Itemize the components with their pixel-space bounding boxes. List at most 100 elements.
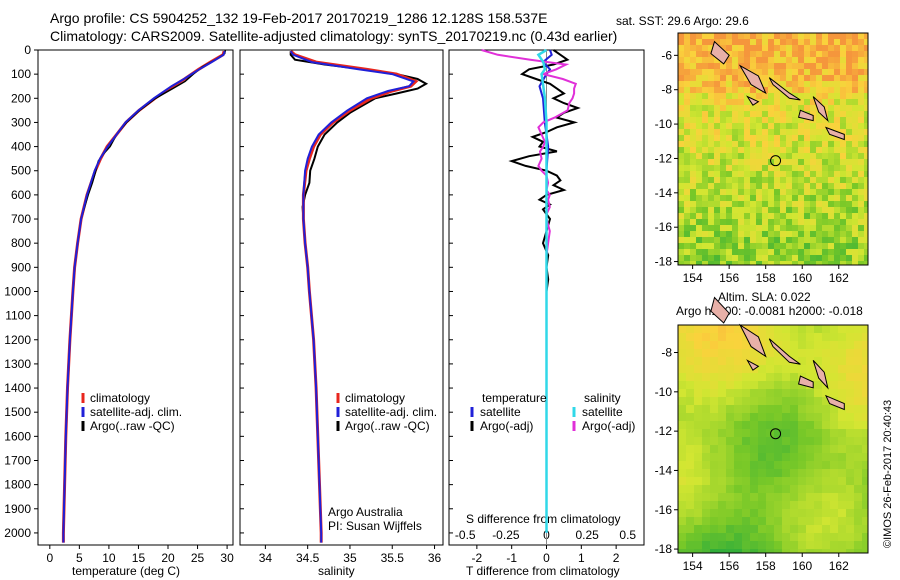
- sla-map-cell: [694, 341, 702, 349]
- sla-map-cell: [806, 333, 814, 341]
- sla-map-cell: [734, 381, 742, 389]
- sst-map-cell: [738, 261, 744, 265]
- sla-map-cell: [790, 485, 798, 493]
- sla-map-cell: [726, 485, 734, 493]
- sst-map-cell: [846, 195, 852, 201]
- sst-map-cell: [834, 171, 840, 177]
- sst-map-cell: [834, 33, 840, 39]
- sst-map-cell: [846, 69, 852, 75]
- sst-map-cell: [774, 87, 780, 93]
- sst-map-cell: [684, 135, 690, 141]
- sst-map-cell: [756, 213, 762, 219]
- sla-map-cell: [814, 533, 822, 541]
- sst-map-cell: [744, 177, 750, 183]
- sst-map-cell: [720, 201, 726, 207]
- salinity-legend-label: climatology: [345, 391, 405, 405]
- sst-map-cell: [774, 75, 780, 81]
- sst-map-cell: [714, 69, 720, 75]
- sla-map-cell: [830, 469, 838, 477]
- sst-lat-tick-label: -10: [655, 117, 673, 131]
- sla-map-cell: [814, 461, 822, 469]
- sst-map-cell: [828, 201, 834, 207]
- sla-map-cell: [798, 397, 806, 405]
- depth-tick-label: 1600: [4, 429, 31, 443]
- argo-annotation-1: Argo Australia: [328, 505, 403, 519]
- sst-map-cell: [822, 141, 828, 147]
- sst-map-cell: [792, 231, 798, 237]
- sst-map-cell: [702, 231, 708, 237]
- sst-map-cell: [792, 189, 798, 195]
- sla-map-cell: [838, 389, 846, 397]
- sst-map-cell: [858, 261, 864, 265]
- sst-map-cell: [678, 249, 684, 255]
- sst-map: [678, 33, 868, 265]
- sla-map-cell: [678, 373, 686, 381]
- sla-map-cell: [694, 549, 702, 553]
- sst-map-cell: [768, 75, 774, 81]
- sst-map-cell: [708, 129, 714, 135]
- temperature-climatology-line: [61, 50, 226, 543]
- sst-map-cell: [780, 117, 786, 123]
- sst-map-cell: [696, 81, 702, 87]
- sst-map-cell: [774, 255, 780, 261]
- sla-map-cell: [702, 453, 710, 461]
- sla-map-cell: [710, 357, 718, 365]
- sla-map-cell: [798, 365, 806, 373]
- sst-map-cell: [720, 63, 726, 69]
- sla-map-cell: [846, 381, 854, 389]
- sst-map-cell: [858, 129, 864, 135]
- sst-map-cell: [786, 147, 792, 153]
- sst-map-cell: [678, 75, 684, 81]
- sst-map-cell: [714, 129, 720, 135]
- sst-map-cell: [720, 183, 726, 189]
- sla-map-cell: [822, 445, 830, 453]
- sla-map-cell: [766, 421, 774, 429]
- sst-map-cell: [762, 69, 768, 75]
- sst-map-cell: [678, 147, 684, 153]
- sst-map-cell: [714, 171, 720, 177]
- sst-map-cell: [858, 105, 864, 111]
- sst-map-cell: [702, 249, 708, 255]
- sla-map-cell: [742, 501, 750, 509]
- sst-map-cell: [774, 213, 780, 219]
- sst-map-cell: [738, 99, 744, 105]
- sst-map-cell: [684, 57, 690, 63]
- sla-map-cell: [822, 517, 830, 525]
- sla-map-cell: [702, 373, 710, 381]
- sla-map-cell: [678, 381, 686, 389]
- sla-map-cell: [774, 493, 782, 501]
- sla-map-cell: [766, 493, 774, 501]
- sla-map-cell: [718, 325, 726, 333]
- sla-map-cell: [726, 525, 734, 533]
- sst-map-cell: [696, 93, 702, 99]
- sla-map-cell: [686, 477, 694, 485]
- sst-map-cell: [744, 261, 750, 265]
- sla-map-cell: [718, 485, 726, 493]
- sst-map-cell: [714, 117, 720, 123]
- sla-map-cell: [702, 405, 710, 413]
- sst-map-cell: [732, 117, 738, 123]
- sla-map-cell: [814, 389, 822, 397]
- sst-map-cell: [738, 195, 744, 201]
- sst-map-cell: [816, 243, 822, 249]
- sst-map-cell: [738, 123, 744, 129]
- sst-map-cell: [822, 93, 828, 99]
- sla-map-cell: [774, 333, 782, 341]
- sst-map-cell: [804, 81, 810, 87]
- sst-map-cell: [690, 75, 696, 81]
- sst-map-cell: [750, 87, 756, 93]
- sst-map-cell: [690, 183, 696, 189]
- sst-map-cell: [726, 99, 732, 105]
- sst-map-cell: [810, 189, 816, 195]
- sst-map-cell: [852, 87, 858, 93]
- sla-map-cell: [822, 477, 830, 485]
- sst-map-cell: [822, 129, 828, 135]
- sla-map-cell: [838, 477, 846, 485]
- sst-map-cell: [726, 201, 732, 207]
- sst-map-cell: [762, 249, 768, 255]
- sla-map-cell: [766, 501, 774, 509]
- sst-map-cell: [738, 177, 744, 183]
- sla-map-cell: [830, 341, 838, 349]
- sst-map-cell: [822, 171, 828, 177]
- sst-map-cell: [702, 33, 708, 39]
